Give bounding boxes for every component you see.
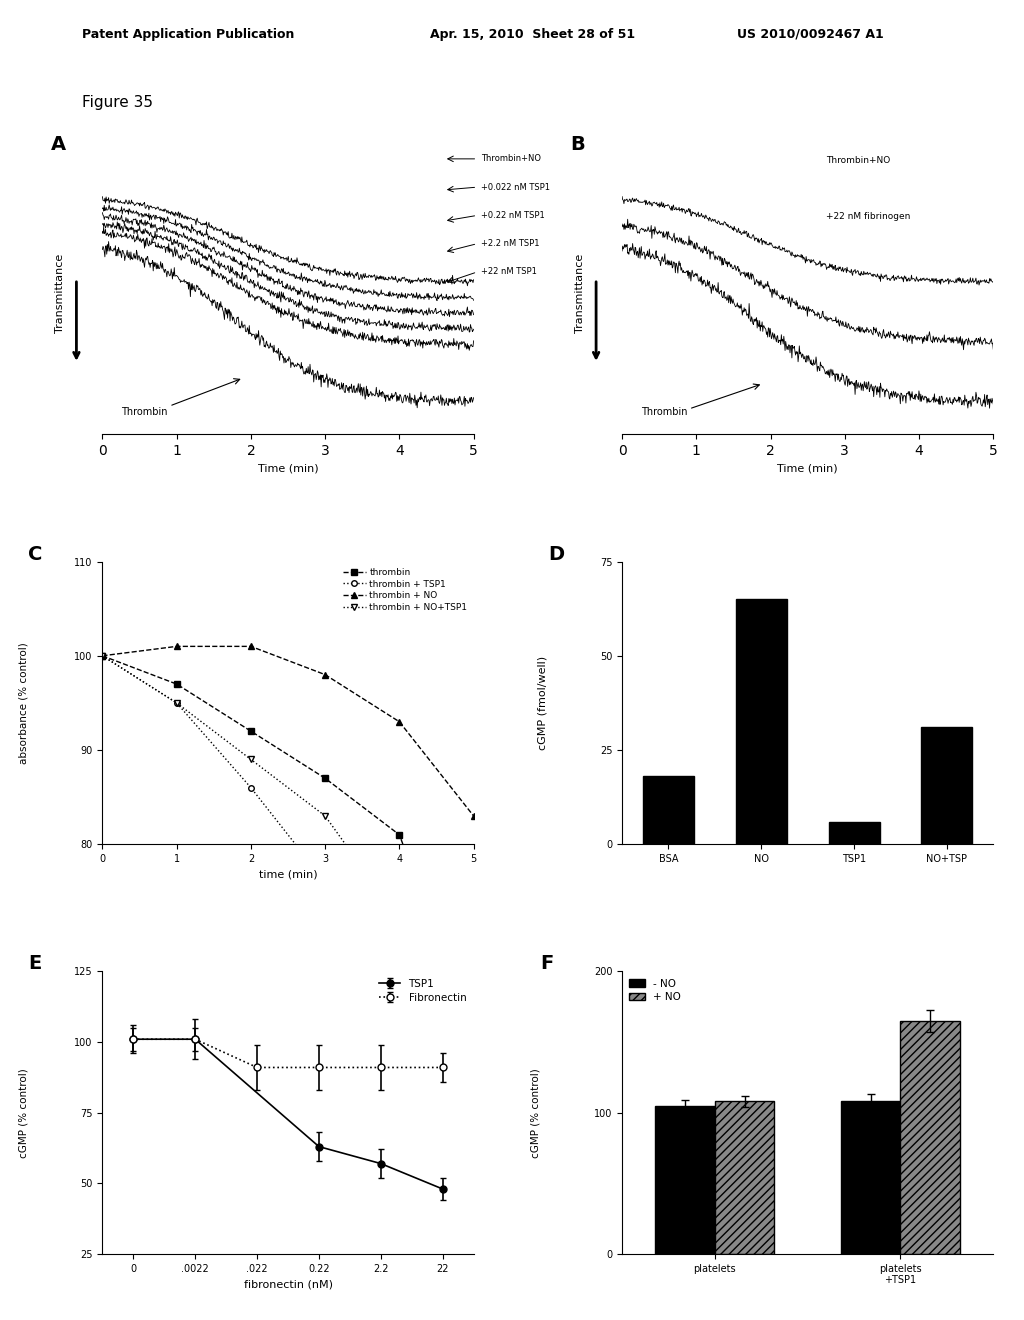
thrombin + TSP1 <box>170 694 183 710</box>
thrombin + NO <box>467 808 479 824</box>
thrombin <box>393 826 406 842</box>
Y-axis label: cGMP (% control): cGMP (% control) <box>530 1068 541 1158</box>
thrombin + NO <box>245 639 257 655</box>
thrombin <box>319 771 332 787</box>
Bar <box>655 1106 715 1254</box>
thrombin <box>96 648 109 664</box>
Text: A: A <box>50 135 66 154</box>
Bar <box>736 599 786 845</box>
Text: +22 nM TSP1: +22 nM TSP1 <box>481 268 537 276</box>
thrombin + NO+TSP1 <box>467 997 479 1012</box>
Text: B: B <box>570 135 585 154</box>
Text: Thrombin+NO: Thrombin+NO <box>826 156 891 165</box>
Text: Thrombin: Thrombin <box>121 408 168 417</box>
Text: +22 nM fibrinogen: +22 nM fibrinogen <box>826 213 910 222</box>
thrombin + NO <box>393 714 406 730</box>
Legend: TSP1, Fibronectin: TSP1, Fibronectin <box>377 977 468 1005</box>
Y-axis label: cGMP (% control): cGMP (% control) <box>18 1068 28 1158</box>
Bar <box>841 1101 900 1254</box>
Bar <box>715 1101 774 1254</box>
Y-axis label: Transmittance: Transmittance <box>574 253 585 333</box>
Text: +0.22 nM TSP1: +0.22 nM TSP1 <box>481 211 545 220</box>
Text: F: F <box>541 954 554 973</box>
Text: Patent Application Publication: Patent Application Publication <box>82 28 294 41</box>
Bar <box>828 821 880 845</box>
thrombin <box>170 676 183 692</box>
Line: thrombin + NO+TSP1: thrombin + NO+TSP1 <box>99 653 476 1007</box>
thrombin + NO+TSP1 <box>96 648 109 664</box>
X-axis label: Time (min): Time (min) <box>258 463 318 474</box>
Y-axis label: cGMP (fmol/well): cGMP (fmol/well) <box>538 656 548 750</box>
Legend: - NO, + NO: - NO, + NO <box>628 977 683 1005</box>
thrombin + NO+TSP1 <box>170 694 183 710</box>
thrombin + NO+TSP1 <box>245 751 257 767</box>
Bar <box>643 776 694 845</box>
thrombin + NO+TSP1 <box>393 912 406 928</box>
Text: +2.2 nM TSP1: +2.2 nM TSP1 <box>481 239 540 248</box>
thrombin + TSP1 <box>467 1006 479 1022</box>
X-axis label: Time (min): Time (min) <box>777 463 838 474</box>
Text: Thrombin+NO: Thrombin+NO <box>481 154 541 164</box>
thrombin + TSP1 <box>96 648 109 664</box>
X-axis label: time (min): time (min) <box>259 870 317 879</box>
thrombin <box>467 1024 479 1040</box>
thrombin + NO <box>96 648 109 664</box>
thrombin + TSP1 <box>393 958 406 974</box>
Text: Figure 35: Figure 35 <box>82 95 153 110</box>
thrombin + NO+TSP1 <box>319 808 332 824</box>
X-axis label: fibronectin (nM): fibronectin (nM) <box>244 1279 333 1290</box>
thrombin + NO <box>170 639 183 655</box>
thrombin + NO <box>319 667 332 682</box>
Text: Thrombin: Thrombin <box>641 408 687 417</box>
Legend: thrombin, thrombin + TSP1, thrombin + NO, thrombin + NO+TSP1: thrombin, thrombin + TSP1, thrombin + NO… <box>341 566 469 614</box>
Text: C: C <box>28 545 43 564</box>
Text: D: D <box>548 545 564 564</box>
thrombin <box>245 723 257 739</box>
Line: thrombin: thrombin <box>99 653 476 1035</box>
Y-axis label: absorbance (% control): absorbance (% control) <box>18 642 29 764</box>
Line: thrombin + TSP1: thrombin + TSP1 <box>99 653 476 1016</box>
thrombin + TSP1 <box>319 874 332 890</box>
Text: Apr. 15, 2010  Sheet 28 of 51: Apr. 15, 2010 Sheet 28 of 51 <box>430 28 635 41</box>
Text: US 2010/0092467 A1: US 2010/0092467 A1 <box>737 28 884 41</box>
Bar <box>900 1020 959 1254</box>
Text: E: E <box>28 954 41 973</box>
Y-axis label: Transmittance: Transmittance <box>55 253 66 333</box>
Bar <box>922 727 973 845</box>
Line: thrombin + NO: thrombin + NO <box>99 644 476 818</box>
Text: +0.022 nM TSP1: +0.022 nM TSP1 <box>481 182 550 191</box>
thrombin + TSP1 <box>245 780 257 796</box>
